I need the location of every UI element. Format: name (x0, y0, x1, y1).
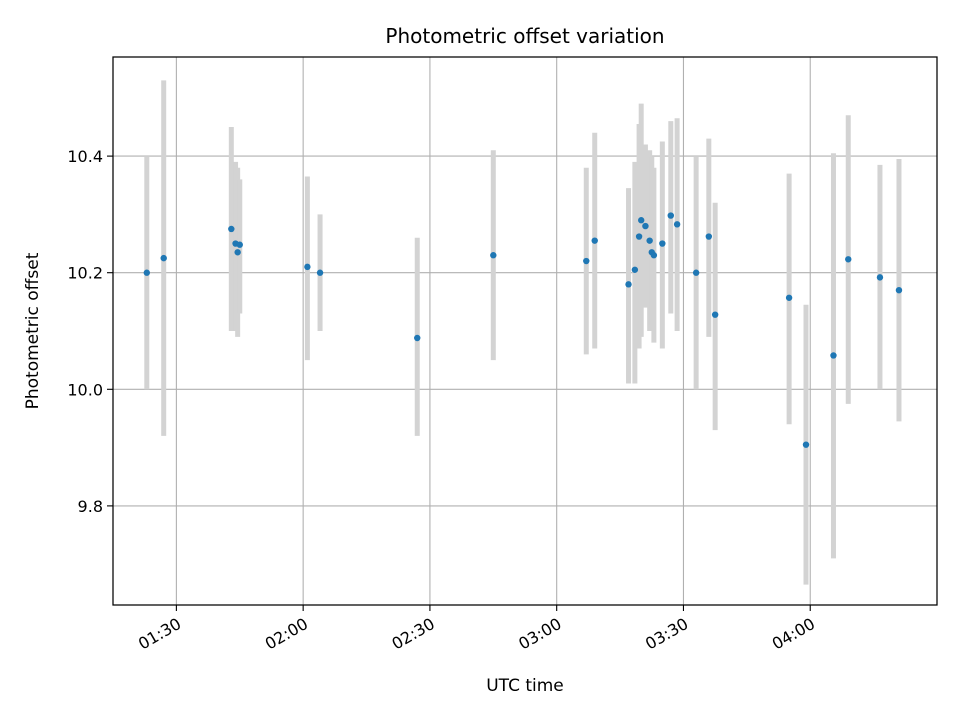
y-tick-label: 10.2 (67, 264, 103, 283)
data-point (638, 217, 645, 224)
data-point (625, 281, 632, 288)
y-tick-label: 10.4 (67, 147, 103, 166)
y-axis-label: Photometric offset (23, 252, 43, 409)
data-points (143, 212, 903, 448)
data-point (802, 441, 810, 448)
data-point (591, 237, 598, 244)
data-point (659, 240, 666, 247)
y-axis-ticks: 9.8 10.0 10.2 10.4 (67, 147, 113, 516)
data-point (143, 269, 151, 276)
data-point (895, 286, 903, 294)
data-point (228, 225, 235, 233)
y-tick-label: 10.0 (67, 380, 103, 399)
data-point (646, 237, 653, 244)
data-point (304, 263, 311, 271)
data-point (631, 266, 639, 273)
data-point (711, 311, 719, 318)
data-point (583, 257, 590, 265)
data-point (845, 256, 852, 263)
data-point (316, 269, 324, 276)
data-point (642, 222, 649, 230)
data-point (650, 252, 658, 259)
data-point (705, 233, 713, 240)
grid (113, 57, 937, 605)
data-point (160, 254, 167, 262)
x-axis-label: UTC time (486, 676, 564, 696)
data-point (236, 241, 243, 248)
data-point (414, 334, 421, 342)
y-tick-label: 9.8 (78, 497, 103, 516)
data-point (692, 269, 700, 276)
data-point (673, 221, 681, 228)
data-point (635, 233, 643, 240)
data-point (876, 274, 884, 281)
data-point (490, 252, 497, 259)
plot-frame (112, 56, 938, 606)
data-point (785, 294, 793, 301)
data-point (234, 249, 241, 256)
data-point (667, 212, 674, 219)
chart-title: Photometric offset variation (385, 24, 664, 48)
data-point (830, 352, 837, 359)
